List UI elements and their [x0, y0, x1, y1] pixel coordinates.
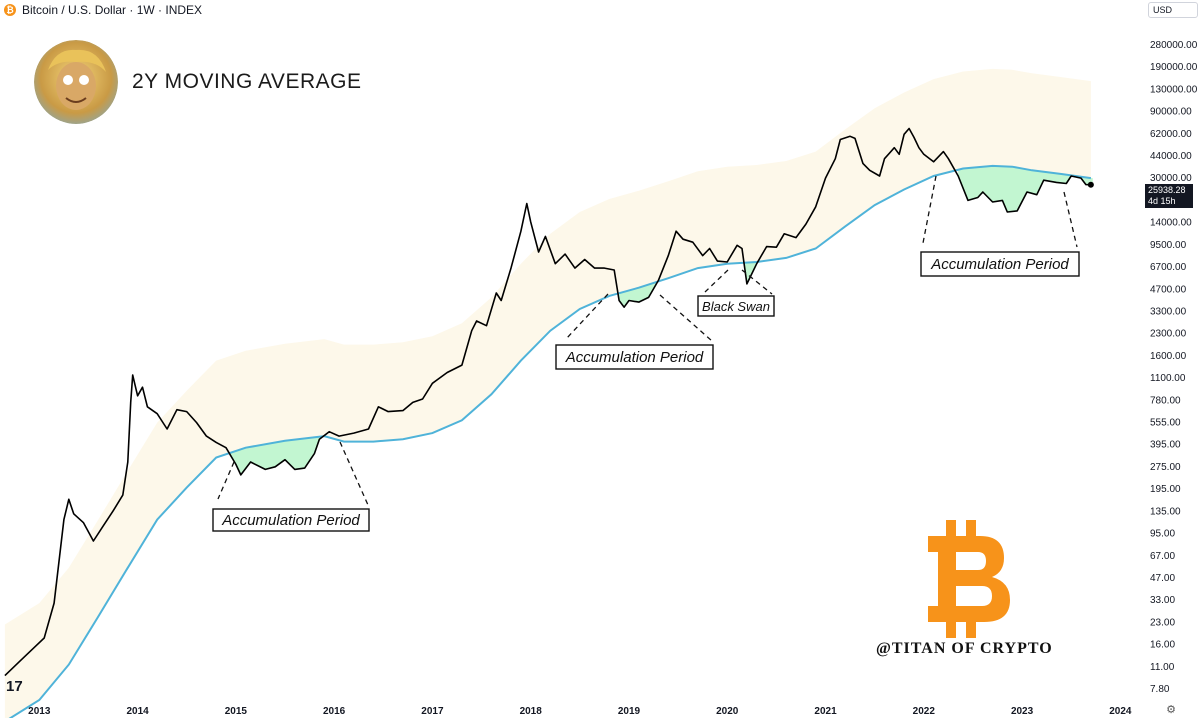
annotation-leader-4-2	[1063, 191, 1078, 248]
ma-2y-line	[8, 164, 1092, 718]
y-tick-label: 7.80	[1150, 684, 1170, 695]
tradingview-logo-icon[interactable]: 17	[6, 678, 23, 695]
y-tick-label: 30000.00	[1150, 173, 1192, 184]
y-tick-label: 780.00	[1150, 395, 1181, 406]
x-tick-label: 2014	[126, 706, 149, 717]
annotation-label-4: Accumulation Period	[930, 256, 1069, 273]
y-tick-label: 1600.00	[1150, 351, 1187, 362]
y-tick-label: 395.00	[1150, 440, 1181, 451]
x-tick-label: 2023	[1011, 706, 1034, 717]
x-tick-label: 2018	[520, 706, 543, 717]
annotation-leader-1-2	[339, 441, 369, 506]
y-tick-label: 130000.00	[1150, 84, 1198, 95]
y-tick-label: 95.00	[1150, 529, 1175, 540]
current-price-value: 25938.28	[1148, 185, 1186, 195]
last-price-dot	[1087, 181, 1094, 188]
y-tick-label: 23.00	[1150, 617, 1175, 628]
chart-title: 2Y MOVING AVERAGE	[132, 70, 362, 93]
currency-selector[interactable]: USD	[1148, 2, 1198, 18]
annotation-label-1: Accumulation Period	[221, 512, 360, 529]
annotation-leader-2-2	[659, 294, 713, 342]
annotation-box-4	[920, 251, 1080, 277]
y-tick-label: 14000.00	[1150, 218, 1192, 229]
x-axis: 2013 2014 2015 2016 2017 2018 2019 2020 2021 2022…	[28, 706, 1132, 717]
y-tick-label: 280000.00	[1150, 40, 1198, 51]
x-tick-label: 2021	[814, 706, 837, 717]
annotation-box-2	[555, 344, 714, 370]
y-tick-label: 44000.00	[1150, 151, 1192, 162]
title-block: 2Y MOVING AVERAGE	[34, 40, 361, 124]
y-tick-label: 6700.00	[1150, 262, 1187, 273]
y-tick-label: 4700.00	[1150, 284, 1187, 295]
annotation-label-3: Black Swan	[702, 299, 770, 314]
y-tick-label: 2300.00	[1150, 329, 1187, 340]
accumulation-fill-2	[614, 281, 659, 307]
x-tick-label: 2019	[618, 706, 641, 717]
y-axis: 280000.00 190000.00 130000.00 90000.00 62000…	[1150, 40, 1198, 695]
y-tick-label: 195.00	[1150, 484, 1181, 495]
bitcoin-logo-icon	[928, 520, 1010, 638]
y-tick-label: 3300.00	[1150, 306, 1187, 317]
y-tick-label: 16.00	[1150, 640, 1175, 651]
annotation-leader-3-1	[704, 269, 729, 293]
annotation-box-1	[212, 508, 370, 532]
y-tick-label: 11.00	[1150, 662, 1175, 673]
y-tick-label: 33.00	[1150, 595, 1175, 606]
annotation-leader-1-1	[217, 461, 235, 500]
btc-price-line	[4, 127, 1091, 677]
y-tick-label: 1100.00	[1150, 373, 1186, 384]
y-tick-label: 190000.00	[1150, 62, 1198, 73]
symbol-label: Bitcoin / U.S. Dollar · 1W · INDEX	[22, 3, 203, 17]
y-tick-label: 90000.00	[1150, 107, 1192, 118]
y-tick-label: 47.00	[1150, 573, 1175, 584]
x-tick-label: 2016	[323, 706, 346, 717]
ma-band-layer	[4, 68, 1091, 718]
annotations-layer: Accumulation Period Accumulation Period Bl…	[212, 175, 1080, 532]
gear-icon[interactable]: ⚙	[1166, 704, 1176, 716]
annotation-label-2: Accumulation Period	[565, 349, 704, 366]
y-tick-label: 9500.00	[1150, 240, 1187, 251]
x-tick-label: 2022	[913, 706, 936, 717]
x-tick-label: 2013	[28, 706, 51, 717]
avatar	[34, 40, 118, 124]
chart-header: ₿ Bitcoin / U.S. Dollar · 1W · INDEX	[4, 2, 202, 18]
y-tick-label: 62000.00	[1150, 129, 1192, 140]
annotation-leader-3-2	[741, 269, 773, 295]
y-tick-label: 67.00	[1150, 551, 1175, 562]
accumulation-fill-3	[742, 262, 757, 284]
y-tick-label: 275.00	[1150, 462, 1181, 473]
x-tick-label: 2017	[421, 706, 444, 717]
watermark: @TITAN OF CRYPTO	[876, 640, 1053, 657]
x-tick-label: 2024	[1109, 706, 1132, 717]
x-tick-label: 2015	[225, 706, 248, 717]
current-price-badge: 25938.28 4d 15h	[1145, 184, 1193, 208]
y-tick-label: 135.00	[1150, 506, 1181, 517]
y-tick-label: 555.00	[1150, 418, 1181, 429]
annotation-leader-2-1	[565, 293, 609, 340]
bitcoin-coin-icon: ₿	[4, 4, 16, 16]
accumulation-fill-1	[221, 436, 335, 474]
ma-band-area	[4, 68, 1091, 718]
annotation-box-3	[697, 295, 775, 317]
series-lines-layer	[4, 127, 1094, 718]
candle-countdown: 4d 15h	[1148, 196, 1176, 206]
x-tick-label: 2020	[716, 706, 739, 717]
annotation-leader-4-1	[922, 175, 937, 244]
